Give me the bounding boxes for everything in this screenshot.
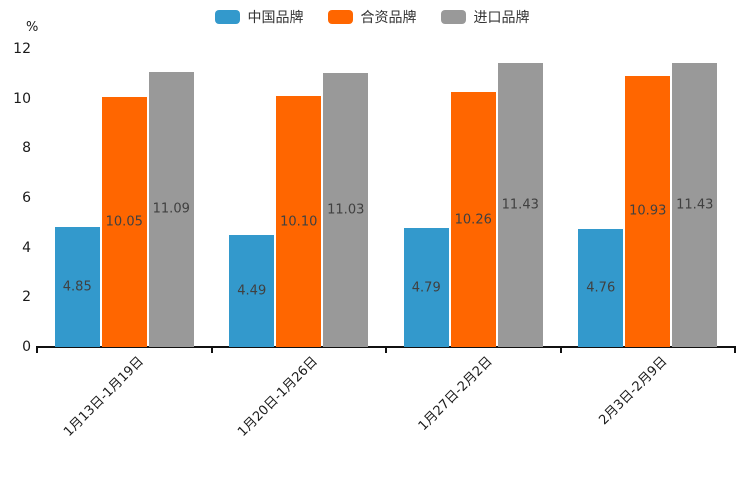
- legend-item-joint-venture-brand[interactable]: 合资品牌: [327, 7, 417, 27]
- y-tick-label: 2: [22, 289, 31, 306]
- x-tick-label: 1月13日-1月19日: [61, 354, 147, 440]
- y-tick-label: 10: [13, 90, 31, 107]
- y-tick-label: 6: [22, 190, 31, 206]
- bar-进口品牌-group0: [148, 71, 194, 347]
- y-tick-label: 8: [22, 140, 31, 157]
- y-tick-label: 12: [13, 41, 31, 57]
- legend-label-import-brand: 进口品牌: [473, 10, 530, 26]
- bar-进口品牌-group1: [323, 73, 369, 347]
- bar-value-label: 10.93: [629, 203, 667, 219]
- y-axis-unit-label: %: [26, 20, 39, 35]
- x-tick-label: 1月20日-1月26日: [235, 354, 322, 440]
- bar-合资品牌-group1: [276, 96, 322, 347]
- bar-value-label: 10.05: [105, 214, 143, 230]
- bar-value-label: 11.43: [676, 197, 714, 213]
- legend-label-china-brand: 中国品牌: [247, 10, 304, 26]
- x-tick-label: 2月3日-2月9日: [596, 354, 671, 429]
- bar-进口品牌-group3: [672, 63, 718, 347]
- bar-value-label: 10.26: [454, 212, 492, 228]
- y-tick-label: 4: [22, 239, 31, 256]
- legend-item-import-brand[interactable]: 进口品牌: [440, 7, 530, 27]
- bar-value-label: 11.43: [501, 197, 539, 213]
- x-axis-tick: [559, 348, 562, 353]
- bar-value-label: 4.79: [411, 280, 441, 296]
- x-axis-tick: [385, 348, 387, 353]
- bar-value-label: 10.10: [280, 214, 318, 230]
- bar-进口品牌-group2: [497, 63, 543, 347]
- x-axis-tick: [210, 348, 213, 353]
- y-tick-label: 0: [22, 339, 31, 355]
- bar-value-label: 4.85: [62, 279, 92, 295]
- legend-swatch-import-brand: [440, 10, 466, 24]
- x-axis-line: [36, 346, 736, 348]
- bar-中国品牌-group0: [54, 226, 100, 347]
- legend-swatch-china-brand: [214, 10, 240, 24]
- bar-value-label: 11.03: [327, 202, 365, 218]
- bar-value-label: 11.09: [152, 201, 190, 217]
- x-axis-tick: [36, 348, 38, 353]
- bar-中国品牌-group1: [229, 235, 275, 347]
- legend-label-joint-venture-brand: 合资品牌: [360, 10, 417, 26]
- bar-value-label: 4.76: [586, 280, 616, 296]
- x-axis-tick: [734, 348, 736, 353]
- bar-中国品牌-group2: [403, 228, 449, 347]
- bar-合资品牌-group3: [625, 75, 671, 347]
- bar-中国品牌-group3: [578, 228, 624, 347]
- x-tick-label: 1月27日-2月2日: [415, 354, 496, 434]
- bar-value-label: 4.49: [237, 283, 267, 299]
- bar-合资品牌-group0: [101, 97, 147, 347]
- legend-swatch-joint-venture-brand: [327, 10, 353, 24]
- bar-合资品牌-group2: [450, 92, 496, 347]
- legend-item-china-brand[interactable]: 中国品牌: [214, 7, 304, 27]
- legend: 中国品牌 合资品牌 进口品牌: [0, 7, 744, 27]
